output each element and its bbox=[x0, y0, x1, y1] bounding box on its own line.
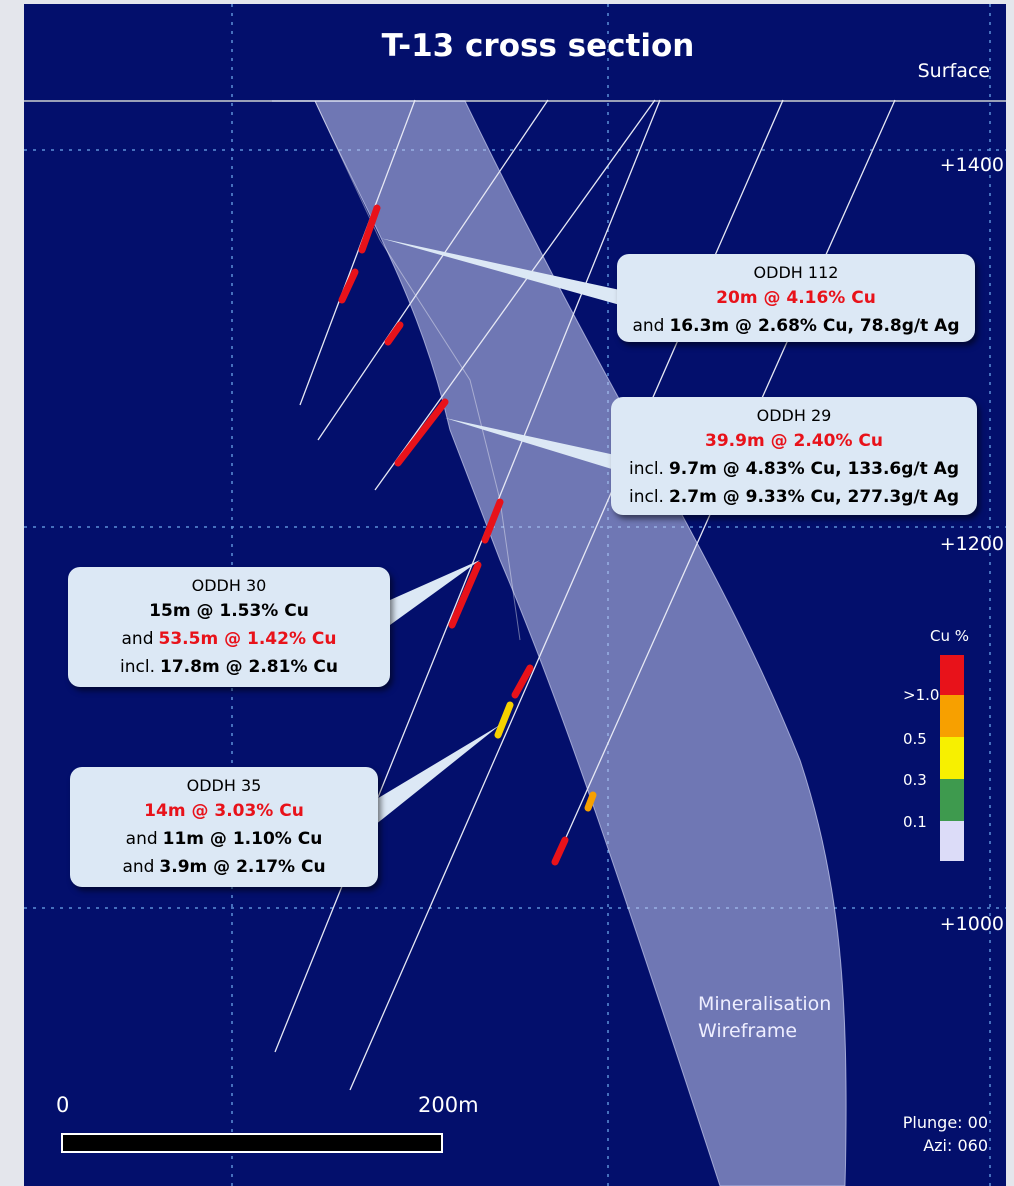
view-azimuth: Azi: 060 bbox=[923, 1136, 988, 1155]
callout-prefix: incl. bbox=[628, 487, 664, 507]
intercepts bbox=[338, 204, 597, 866]
callout-result: 3.9m @ 2.17% Cu bbox=[159, 857, 326, 877]
callout-result: 16.3m @ 2.68% Cu, 78.8g/t Ag bbox=[669, 316, 960, 336]
callout-pointers bbox=[375, 238, 620, 825]
legend-title: Cu % bbox=[930, 627, 970, 645]
callout-line: 20m @ 4.16% Cu bbox=[617, 284, 975, 312]
callout-result: 2.7m @ 9.33% Cu, 277.3g/t Ag bbox=[668, 487, 960, 507]
legend-bar bbox=[940, 655, 964, 861]
callout-prefix: and bbox=[125, 829, 158, 849]
callout-line: and 11m @ 1.10% Cu bbox=[70, 825, 378, 853]
scale-start: 0 bbox=[56, 1093, 70, 1117]
callout-prefix: and bbox=[632, 316, 665, 336]
callout-prefix: and bbox=[122, 857, 155, 877]
wireframe-edge bbox=[314, 100, 521, 641]
callout-result: 17.8m @ 2.81% Cu bbox=[160, 657, 338, 677]
callout-line: 39.9m @ 2.40% Cu bbox=[611, 427, 977, 455]
callout-result: 20m @ 4.16% Cu bbox=[716, 288, 876, 308]
callout: ODDH 112 20m @ 4.16% Cu and 16.3m @ 2.68% C… bbox=[617, 254, 975, 342]
legend-label: 0.3 bbox=[903, 771, 927, 789]
callout-line: and 53.5m @ 1.42% Cu bbox=[68, 625, 390, 653]
callout-prefix: and bbox=[121, 629, 154, 649]
callout-title: ODDH 30 bbox=[191, 576, 267, 595]
callout-line: and 3.9m @ 2.17% Cu bbox=[70, 853, 378, 881]
surface-label: Surface bbox=[917, 60, 990, 82]
callout-title: ODDH 35 bbox=[186, 776, 262, 795]
legend-label: >1.0 bbox=[903, 686, 940, 704]
callout-result: 15m @ 1.53% Cu bbox=[149, 601, 309, 621]
callout-line: incl. 2.7m @ 9.33% Cu, 277.3g/t Ag bbox=[611, 483, 977, 511]
elevation-label: +1200 bbox=[939, 533, 1004, 555]
callout: ODDH 35 14m @ 3.03% Cu and 11m @ 1.10% Cu an… bbox=[70, 767, 378, 887]
callout-title: ODDH 112 bbox=[753, 263, 839, 282]
callout-result: 53.5m @ 1.42% Cu bbox=[158, 629, 337, 649]
callout: ODDH 29 39.9m @ 2.40% Cu incl. 9.7m @ 4.83%… bbox=[611, 397, 977, 515]
callout: ODDH 30 15m @ 1.53% Cu and 53.5m @ 1.42% Cu… bbox=[68, 567, 390, 687]
callout-result: 14m @ 3.03% Cu bbox=[144, 801, 304, 821]
callout-result: 9.7m @ 4.83% Cu, 133.6g/t Ag bbox=[668, 459, 960, 479]
callout-result: 39.9m @ 2.40% Cu bbox=[705, 431, 883, 451]
wireframe-label: Mineralisation bbox=[698, 993, 832, 1015]
callout-result: 11m @ 1.10% Cu bbox=[162, 829, 323, 849]
callout-prefix: incl. bbox=[120, 657, 155, 677]
callout-line: 15m @ 1.53% Cu bbox=[68, 597, 390, 625]
wireframe-label: Wireframe bbox=[698, 1020, 798, 1042]
callout-line: 14m @ 3.03% Cu bbox=[70, 797, 378, 825]
scale-end: 200m bbox=[418, 1093, 479, 1117]
callout-prefix: incl. bbox=[628, 459, 664, 479]
title: T-13 cross section bbox=[381, 28, 695, 64]
elevation-label: +1400 bbox=[939, 154, 1004, 176]
callout-title: ODDH 29 bbox=[756, 406, 832, 425]
legend-label: 0.5 bbox=[903, 730, 927, 748]
callout-line: incl. 9.7m @ 4.83% Cu, 133.6g/t Ag bbox=[611, 455, 977, 483]
scale-bar bbox=[61, 1133, 443, 1153]
view-plunge: Plunge: 00 bbox=[902, 1113, 988, 1132]
elevation-label: +1000 bbox=[939, 913, 1004, 935]
legend-label: 0.1 bbox=[903, 813, 927, 831]
callout-line: and 16.3m @ 2.68% Cu, 78.8g/t Ag bbox=[617, 312, 975, 340]
grid bbox=[24, 4, 1006, 1186]
callout-line: incl. 17.8m @ 2.81% Cu bbox=[68, 653, 390, 681]
